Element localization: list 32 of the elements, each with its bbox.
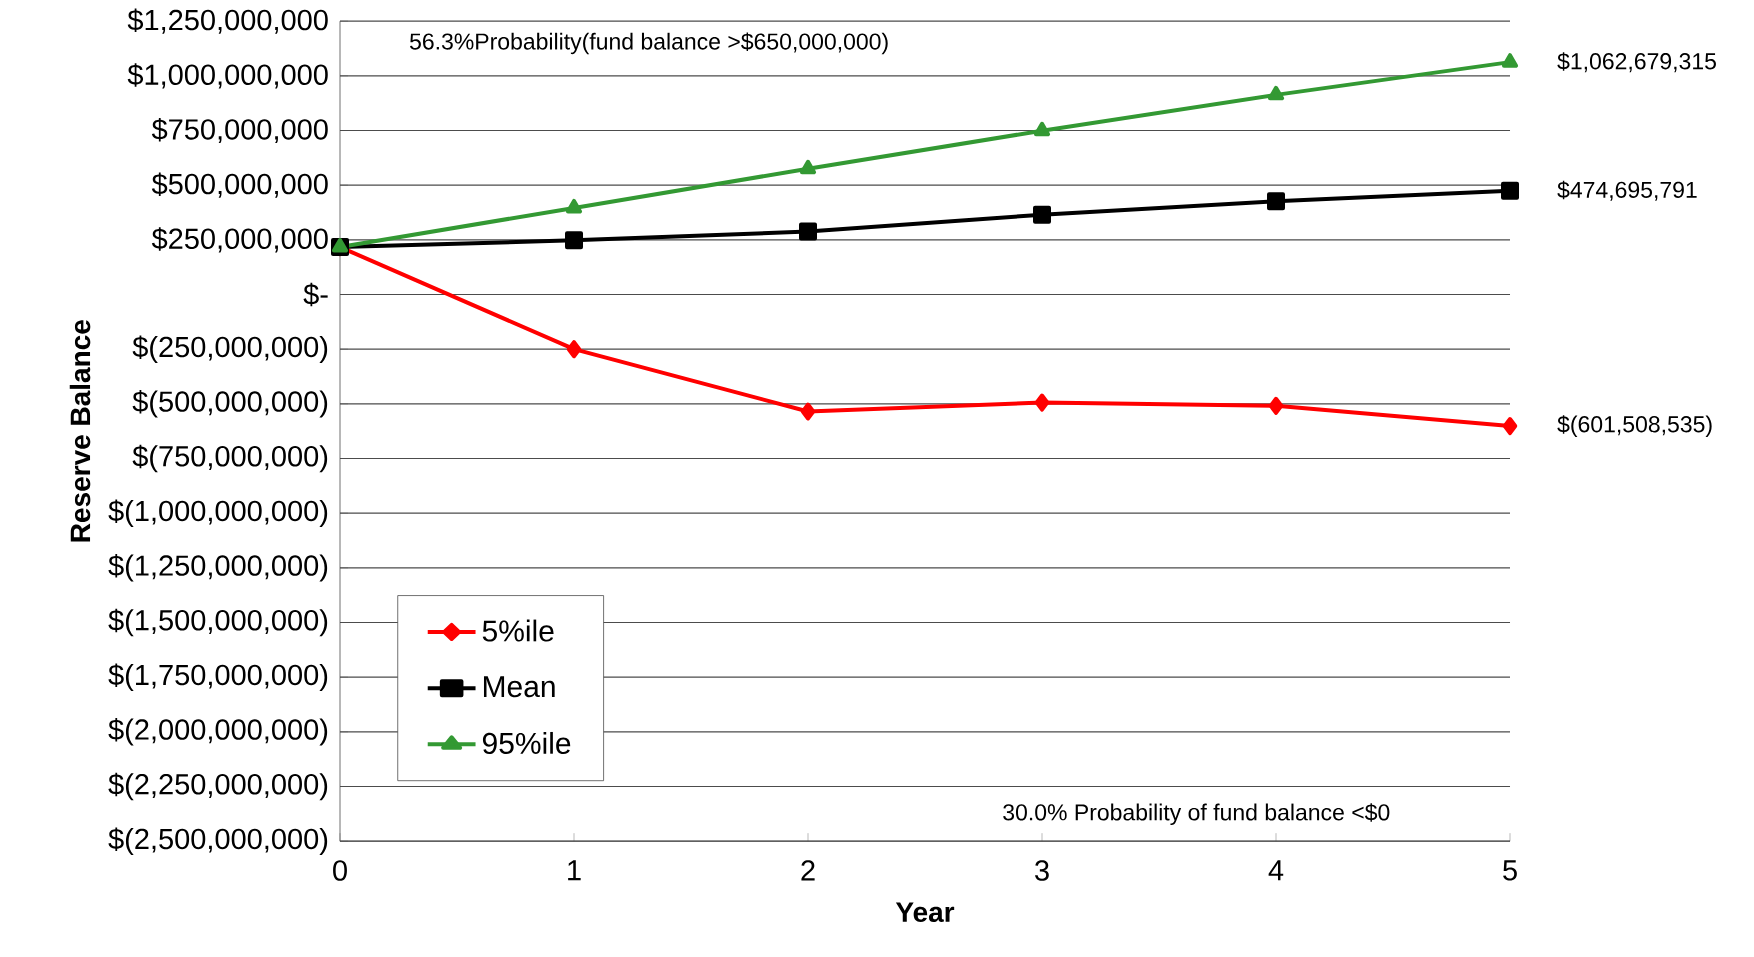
y-tick-label: $(500,000,000) (132, 390, 328, 418)
y-tick-label: $(750,000,000) (132, 444, 328, 473)
y-tick-label: $(2,000,000,000) (108, 718, 328, 746)
y-tick-label: $1,250,000,000 (127, 8, 328, 34)
legend-label: 5%ile (482, 619, 554, 642)
annotation: 56.3%Probability(fund balance >$650,000,000) (409, 32, 888, 55)
data-label: $1,062,679,315 (1557, 52, 1716, 73)
y-axis-title: Reserve Balance (69, 320, 91, 542)
y-tick-label: $(250,000,000) (132, 335, 328, 363)
y-tick-label: $500,000,000 (151, 172, 328, 198)
y-tick-label: $(2,500,000,000) (108, 827, 328, 855)
y-tick-label: $250,000,000 (151, 227, 328, 253)
y-tick-label: $(1,500,000,000) (108, 608, 328, 637)
x-tick-label: 3 (1035, 860, 1049, 881)
x-tick-label: 5 (1503, 860, 1517, 881)
data-label: $474,695,791 (1557, 180, 1697, 201)
y-tick-label: $- (303, 282, 328, 307)
x-tick-label: 0 (333, 860, 347, 881)
x-tick-label: 4 (1268, 860, 1284, 881)
y-tick-label: $(1,000,000,000) (108, 499, 328, 527)
x-tick-label: 2 (801, 860, 815, 881)
y-tick-label: $(1,750,000,000) (108, 663, 328, 691)
legend-label: 95%ile (482, 731, 571, 754)
y-tick-label: $750,000,000 (151, 117, 328, 144)
data-label: $(601,508,535) (1557, 415, 1712, 437)
legend-label: Mean (483, 676, 555, 698)
y-tick-label: $(2,250,000,000) (108, 772, 328, 801)
y-tick-label: $(1,250,000,000) (108, 554, 328, 582)
y-tick-label: $1,000,000,000 (127, 63, 328, 89)
x-axis-title: Year (895, 902, 955, 923)
x-tick-label: 1 (568, 860, 581, 881)
annotation: 30.0% Probability of fund balance <$0 (1003, 803, 1390, 826)
